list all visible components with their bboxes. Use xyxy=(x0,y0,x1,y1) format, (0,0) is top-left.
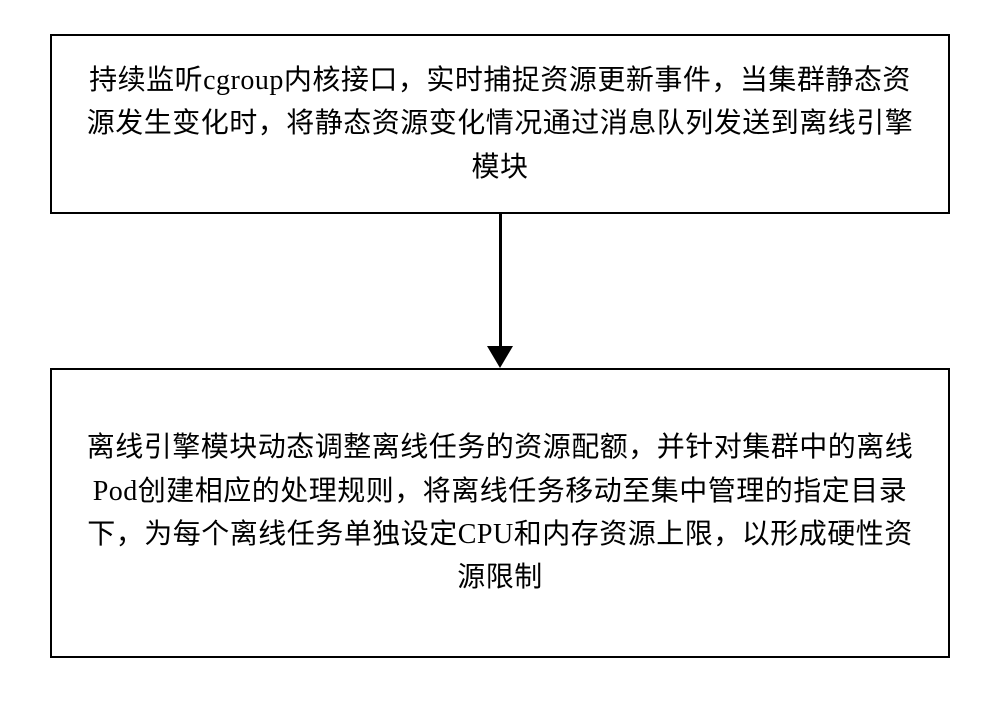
flowchart-node-listener: 持续监听cgroup内核接口，实时捕捉资源更新事件，当集群静态资源发生变化时，将… xyxy=(50,34,950,214)
flowchart-canvas: 持续监听cgroup内核接口，实时捕捉资源更新事件，当集群静态资源发生变化时，将… xyxy=(0,0,1000,706)
flowchart-node-listener-text: 持续监听cgroup内核接口，实时捕捉资源更新事件，当集群静态资源发生变化时，将… xyxy=(76,59,924,189)
flowchart-node-offline-engine: 离线引擎模块动态调整离线任务的资源配额，并针对集群中的离线Pod创建相应的处理规… xyxy=(50,368,950,658)
flowchart-node-offline-engine-text: 离线引擎模块动态调整离线任务的资源配额，并针对集群中的离线Pod创建相应的处理规… xyxy=(76,426,924,600)
flowchart-edge-line xyxy=(499,214,502,348)
flowchart-edge-arrowhead xyxy=(487,346,513,368)
